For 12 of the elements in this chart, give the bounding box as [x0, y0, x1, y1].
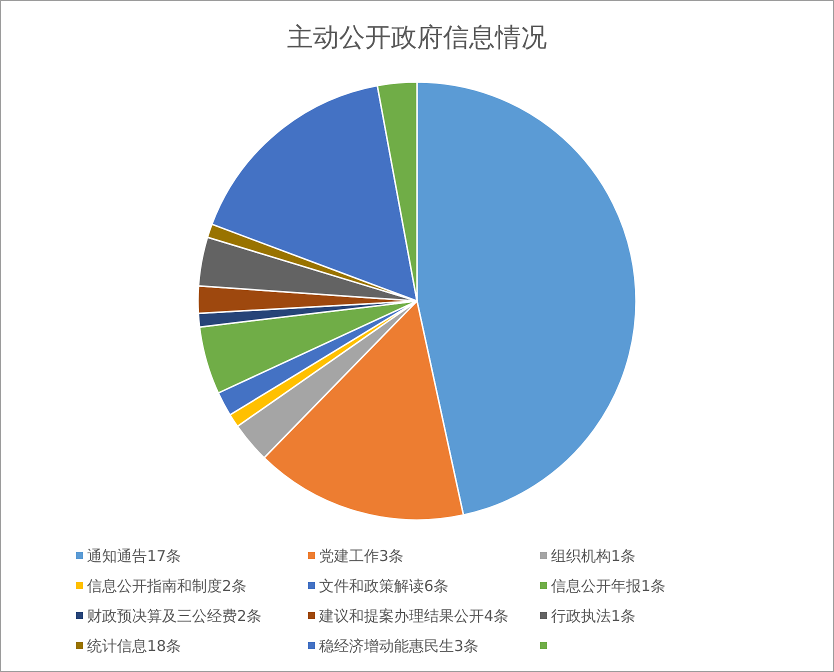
- legend-label: 信息公开年报1条: [551, 577, 666, 595]
- legend-label: 财政预决算及三公经费2条: [87, 607, 262, 625]
- legend-label: 信息公开指南和制度2条: [87, 577, 247, 595]
- legend-label: 建议和提案办理结果公开4条: [318, 607, 509, 625]
- legend-label: 统计信息18条: [87, 637, 182, 655]
- chart-title: 主动公开政府信息情况: [287, 23, 547, 53]
- legend-label: 通知通告17条: [87, 547, 182, 565]
- legend-label: 文件和政策解读6条: [319, 577, 449, 595]
- legend-label: 组织机构1条: [551, 547, 636, 565]
- legend-label: 行政执法1条: [551, 607, 636, 625]
- legend-label: 党建工作3条: [319, 547, 404, 565]
- legend-label: 稳经济增动能惠民生3条: [319, 637, 479, 655]
